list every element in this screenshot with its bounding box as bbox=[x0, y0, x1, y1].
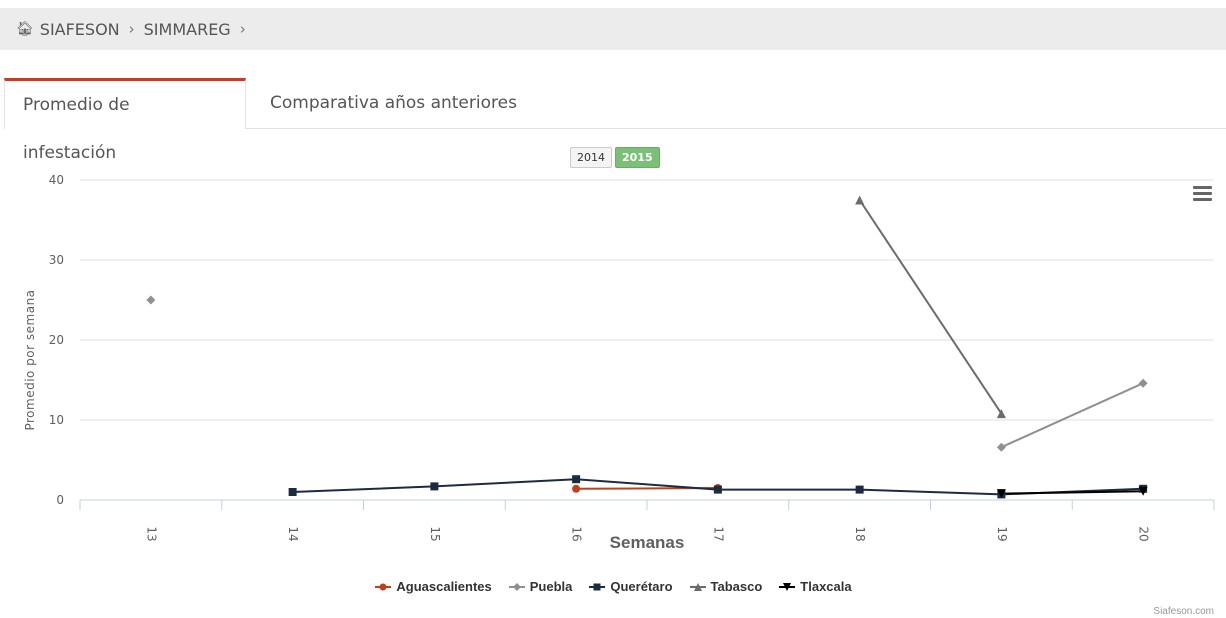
x-tick-label: 19 bbox=[995, 526, 1009, 541]
x-tick-label: 16 bbox=[570, 526, 584, 541]
breadcrumb-separator: › bbox=[128, 20, 135, 38]
chart-menu-icon[interactable] bbox=[1193, 186, 1212, 202]
year-button-2015[interactable]: 2015 bbox=[615, 147, 660, 168]
data-point-tabasco bbox=[996, 409, 1006, 419]
y-tick-label: 20 bbox=[49, 333, 64, 347]
data-point-aguascalientes bbox=[572, 484, 581, 493]
y-tick-label: 10 bbox=[49, 413, 64, 427]
legend-item-aguascalientes[interactable]: Aguascalientes bbox=[374, 579, 492, 594]
data-point-queretaro bbox=[288, 488, 297, 496]
legend-symbol bbox=[689, 582, 706, 591]
legend-label: Tabasco bbox=[710, 579, 763, 594]
data-point-queretaro bbox=[855, 485, 864, 494]
x-tick-label: 14 bbox=[286, 526, 300, 541]
legend-label: Puebla bbox=[529, 579, 573, 594]
legend-symbol bbox=[508, 582, 525, 591]
data-point-queretaro bbox=[572, 475, 581, 484]
chart-credit[interactable]: Siafeson.com bbox=[1153, 606, 1214, 617]
home-icon[interactable]: 🏠︎ bbox=[16, 21, 34, 37]
y-axis-title: Promedio por semana bbox=[23, 289, 37, 430]
x-tick-label: 15 bbox=[428, 526, 442, 541]
breadcrumb-item-simmareg[interactable]: SIMMAREG bbox=[143, 19, 231, 39]
x-tick-label: 13 bbox=[144, 526, 158, 541]
year-button-2014[interactable]: 2014 bbox=[570, 147, 612, 168]
legend-item-tlaxcala[interactable]: Tlaxcala bbox=[778, 579, 852, 594]
data-point-puebla bbox=[146, 295, 156, 305]
series-line-tlaxcala bbox=[1001, 490, 1144, 495]
legend-label: Aguascalientes bbox=[396, 579, 492, 594]
breadcrumb-separator: › bbox=[239, 20, 246, 38]
legend-label: Tlaxcala bbox=[800, 579, 852, 594]
legend-item-puebla[interactable]: Puebla bbox=[508, 579, 573, 594]
data-point-tlaxcala bbox=[996, 489, 1006, 499]
breadcrumb-item-siafeson[interactable]: SIAFESON bbox=[39, 19, 120, 39]
data-point-tlaxcala bbox=[1138, 486, 1148, 496]
x-tick-label: 17 bbox=[711, 526, 725, 541]
legend-symbol bbox=[375, 583, 392, 590]
tab-bar: Promedio de infestación Comparativa años… bbox=[4, 78, 1226, 163]
x-tick-label: 18 bbox=[853, 526, 867, 541]
y-tick-label: 40 bbox=[49, 173, 64, 187]
data-point-tabasco bbox=[855, 195, 865, 205]
tab-comparativa-anios[interactable]: Comparativa años anteriores bbox=[270, 93, 517, 113]
tab-promedio-infestacion[interactable]: Promedio de infestación bbox=[4, 78, 246, 163]
year-selector: 2014 2015 bbox=[570, 147, 660, 168]
legend-item-queretaro[interactable]: Querétaro bbox=[588, 579, 673, 594]
legend-item-tabasco[interactable]: Tabasco bbox=[689, 579, 763, 594]
y-tick-label: 0 bbox=[56, 493, 64, 507]
data-point-puebla bbox=[1138, 378, 1148, 388]
y-tick-label: 30 bbox=[49, 253, 64, 267]
breadcrumb: 🏠︎ SIAFESON › SIMMAREG › bbox=[0, 8, 1226, 50]
data-point-queretaro bbox=[430, 482, 439, 491]
chart-legend: Aguascalientes Puebla Querétaro Tabasco Tlax… bbox=[0, 579, 1226, 594]
legend-symbol bbox=[589, 583, 606, 590]
data-point-queretaro bbox=[713, 485, 722, 494]
series-line-tabasco bbox=[858, 199, 1003, 415]
legend-symbol bbox=[779, 582, 796, 591]
legend-label: Querétaro bbox=[610, 579, 673, 594]
data-point-puebla bbox=[996, 442, 1006, 452]
x-tick-label: 20 bbox=[1137, 526, 1151, 541]
series-line-puebla bbox=[1000, 382, 1144, 449]
x-axis-title: Semanas bbox=[610, 533, 685, 552]
